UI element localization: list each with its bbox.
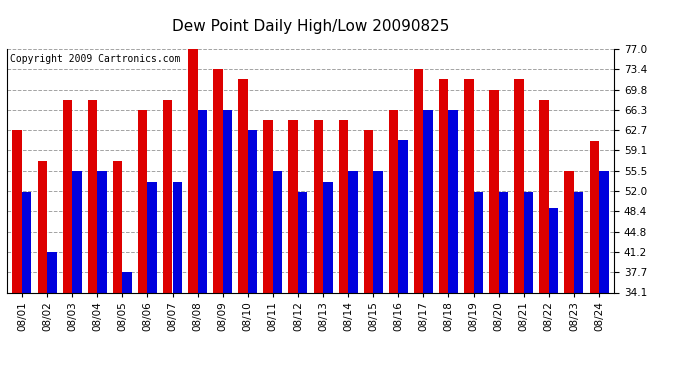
Bar	[589, 141, 599, 292]
Bar	[364, 130, 373, 292]
Bar	[398, 140, 408, 292]
Bar	[188, 49, 197, 292]
Bar	[414, 69, 424, 292]
Bar	[248, 130, 257, 292]
Bar	[238, 80, 248, 292]
Bar	[112, 161, 122, 292]
Bar	[288, 120, 298, 292]
Bar	[63, 100, 72, 292]
Bar	[348, 171, 357, 292]
Bar	[323, 182, 333, 292]
Bar	[439, 80, 449, 292]
Text: Dew Point Daily High/Low 20090825: Dew Point Daily High/Low 20090825	[172, 19, 449, 34]
Bar	[12, 130, 22, 292]
Bar	[264, 120, 273, 292]
Bar	[163, 100, 172, 292]
Bar	[373, 171, 383, 292]
Bar	[464, 80, 473, 292]
Bar	[47, 252, 57, 292]
Bar	[574, 192, 584, 292]
Bar	[540, 100, 549, 292]
Bar	[549, 208, 558, 292]
Bar	[72, 171, 81, 292]
Bar	[424, 110, 433, 292]
Bar	[514, 80, 524, 292]
Bar	[122, 272, 132, 292]
Bar	[388, 110, 398, 292]
Bar	[298, 192, 308, 292]
Bar	[473, 192, 483, 292]
Bar	[448, 110, 458, 292]
Bar	[148, 182, 157, 292]
Bar	[313, 120, 323, 292]
Bar	[223, 110, 233, 292]
Bar	[138, 110, 148, 292]
Bar	[564, 171, 574, 292]
Bar	[88, 100, 97, 292]
Bar	[339, 120, 348, 292]
Bar	[524, 192, 533, 292]
Bar	[499, 192, 509, 292]
Bar	[97, 171, 107, 292]
Bar	[489, 90, 499, 292]
Bar	[22, 192, 32, 292]
Bar	[273, 171, 282, 292]
Text: Copyright 2009 Cartronics.com: Copyright 2009 Cartronics.com	[10, 54, 180, 64]
Bar	[172, 182, 182, 292]
Bar	[197, 110, 207, 292]
Bar	[599, 171, 609, 292]
Bar	[213, 69, 223, 292]
Bar	[37, 161, 47, 292]
